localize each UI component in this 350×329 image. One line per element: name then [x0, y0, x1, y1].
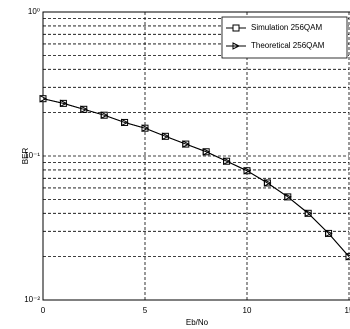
marker — [284, 193, 292, 201]
y-tick-label: 10⁻² — [24, 295, 40, 304]
series-line — [42, 98, 350, 257]
legend-label: Theoretical 256QAM — [251, 41, 325, 50]
marker — [202, 147, 211, 156]
legend-box — [221, 16, 348, 59]
y-tick-label: 10⁻¹ — [24, 151, 40, 160]
marker — [325, 229, 333, 238]
marker — [141, 124, 150, 132]
x-tick-label: 15 — [345, 306, 350, 315]
marker — [100, 111, 109, 120]
legend-label: Simulation 256QAM — [251, 23, 322, 32]
series-line — [42, 98, 350, 257]
legend-marker — [232, 24, 240, 32]
marker — [182, 140, 190, 148]
plot-frame — [42, 11, 350, 301]
x-axis-label: Eb/No — [186, 318, 209, 327]
marker — [39, 94, 48, 103]
marker — [80, 105, 88, 114]
y-axis-label: BER — [21, 148, 30, 165]
marker — [304, 209, 313, 218]
legend-marker — [232, 42, 241, 50]
marker — [223, 157, 231, 166]
x-tick-label: 0 — [41, 306, 46, 315]
x-tick-label: 10 — [243, 306, 252, 315]
marker — [161, 132, 170, 141]
marker — [345, 252, 350, 261]
y-tick-label: 10⁰ — [28, 7, 40, 16]
marker — [121, 118, 129, 127]
x-tick-label: 5 — [143, 306, 148, 315]
marker — [243, 166, 252, 175]
marker — [59, 99, 68, 108]
marker — [263, 179, 272, 187]
